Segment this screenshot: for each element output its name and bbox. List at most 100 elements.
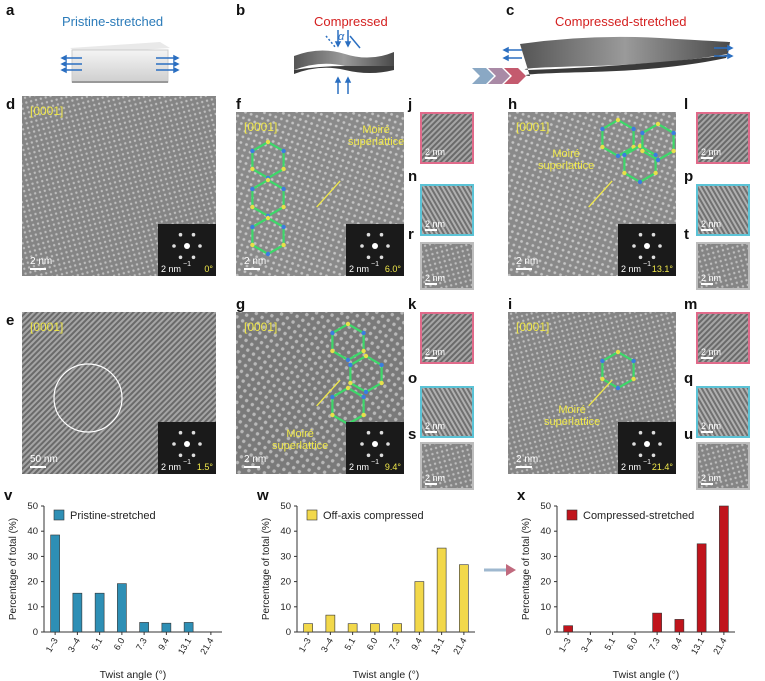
panel-label-a: a (6, 2, 15, 19)
legend-swatch (566, 509, 578, 521)
lattice-texture-q (698, 388, 748, 436)
bar (392, 623, 402, 633)
fft-spot (632, 442, 636, 446)
atom-dot (281, 242, 286, 248)
tem-image-g: [0001] 2 nm 2 nm −1 9.4° Moiré superlattice (236, 312, 404, 474)
fft-spot (198, 244, 202, 248)
panel-label-k: k (408, 296, 417, 313)
scale-bar-label: 2 nm (701, 473, 722, 483)
fft-inset: 2 nm −1 0° (158, 224, 216, 276)
atom-dot (250, 166, 255, 172)
panel-label-i: i (508, 296, 513, 313)
y-tick-label: 10 (27, 602, 38, 613)
small-tem-u: 2 nm (696, 442, 750, 490)
moire-label-line1: Moiré (552, 148, 580, 160)
y-tick-label: 50 (280, 501, 291, 512)
small-tem-q: 2 nm (696, 386, 750, 438)
x-tick-label: 13.1 (689, 636, 706, 656)
atom-dot (330, 412, 335, 418)
fft-pattern (360, 430, 390, 458)
tem-image-h: [0001] 2 nm 2 nm −1 13.1° Moiré superlattice (508, 112, 676, 276)
scale-bar (425, 229, 437, 231)
atom-dot (631, 358, 636, 364)
panel-label-d: d (6, 96, 16, 113)
atom-dot (600, 376, 605, 382)
chart-panel-label: v (4, 487, 13, 504)
moire-label-line2: superlattice (538, 160, 595, 172)
moire-superlattice-label: Moiré superlattice (348, 124, 404, 148)
small-tem-j: 2 nm (420, 112, 474, 164)
atom-dot (345, 321, 351, 327)
y-tick-label: 30 (280, 551, 291, 562)
scale-bar-label: 50 nm (30, 454, 58, 465)
scale-bar-label: 2 nm (30, 256, 53, 267)
fft-spot (379, 255, 384, 260)
fft-center (184, 441, 190, 447)
twist-angle-histograms: v 0 10 20 30 40 50 Percentage of total (%) 1–3 3–… (4, 487, 735, 681)
atom-dot (361, 412, 366, 418)
moire-superlattice-label: Moiré superlattice (544, 404, 600, 428)
scale-bar-label: 2 nm (701, 421, 722, 431)
fft-spot (191, 453, 196, 458)
y-tick-label: 0 (33, 627, 38, 638)
atom-dot (281, 224, 286, 230)
fft-scale-exponent: −1 (371, 459, 379, 466)
atom-dot (281, 148, 286, 154)
panel-label-g: g (236, 296, 246, 313)
x-tick-label: 7.3 (134, 636, 149, 652)
scale-bar (244, 268, 260, 270)
y-tick-label: 20 (27, 577, 38, 588)
lattice-texture-u (698, 444, 748, 488)
atom-dot (600, 126, 605, 132)
atom-dot (379, 380, 384, 386)
fft-spot (638, 453, 643, 458)
bar (674, 619, 685, 633)
fft-spot (638, 232, 643, 237)
fft-spot (632, 244, 636, 248)
y-axis-title: Percentage of total (%) (261, 518, 272, 620)
moire-label-line2: superlattice (272, 440, 329, 452)
x-tick-label: 21.4 (198, 636, 215, 656)
atom-dot (615, 385, 621, 391)
x-tick-label: 13.1 (176, 636, 193, 656)
scale-bar (30, 268, 46, 270)
tem-image-i: [0001] 2 nm 2 nm −1 21.4° Moiré superlattice (508, 312, 676, 474)
lattice-texture-t (698, 244, 748, 288)
fft-scale-exponent: −1 (643, 261, 651, 268)
fft-spot (172, 442, 176, 446)
panel-label-u: u (684, 426, 694, 443)
fft-spot (651, 453, 656, 458)
lattice-texture-j (422, 114, 472, 162)
atom-dot (640, 130, 645, 136)
x-axis-title: Twist angle (°) (100, 669, 167, 681)
fft-spot (379, 430, 384, 435)
fft-scale-exponent: −1 (183, 261, 191, 268)
atom-dot (361, 348, 366, 354)
small-tem-o: 2 nm (420, 386, 474, 438)
panel-label-p: p (684, 168, 694, 185)
bar (563, 625, 573, 633)
fft-center (644, 243, 650, 249)
bar (161, 622, 172, 633)
atom-dot (265, 139, 271, 145)
panel-label-h: h (508, 96, 518, 113)
lattice-texture-p (698, 186, 748, 234)
fft-inset: 2 nm −1 6.0° (346, 224, 404, 276)
bar (652, 612, 662, 633)
twist-angle-label: 1.5° (196, 462, 213, 472)
fft-pattern (632, 232, 662, 260)
fft-spot (191, 232, 196, 237)
scale-bar-label: 2 nm (701, 347, 722, 357)
y-tick-label: 0 (286, 627, 291, 638)
scale-bar-label: 2 nm (701, 273, 722, 283)
bar (117, 583, 127, 633)
scale-bar (701, 283, 713, 285)
panel-c-title: Compressed-stretched (555, 14, 687, 29)
fft-spot (651, 255, 656, 260)
atom-dot (655, 157, 661, 163)
small-tem-k: 2 nm (420, 312, 474, 364)
small-tem-l: 2 nm (696, 112, 750, 164)
atom-dot (265, 177, 271, 183)
legend-label: Compressed-stretched (583, 510, 694, 522)
fft-center (184, 243, 190, 249)
